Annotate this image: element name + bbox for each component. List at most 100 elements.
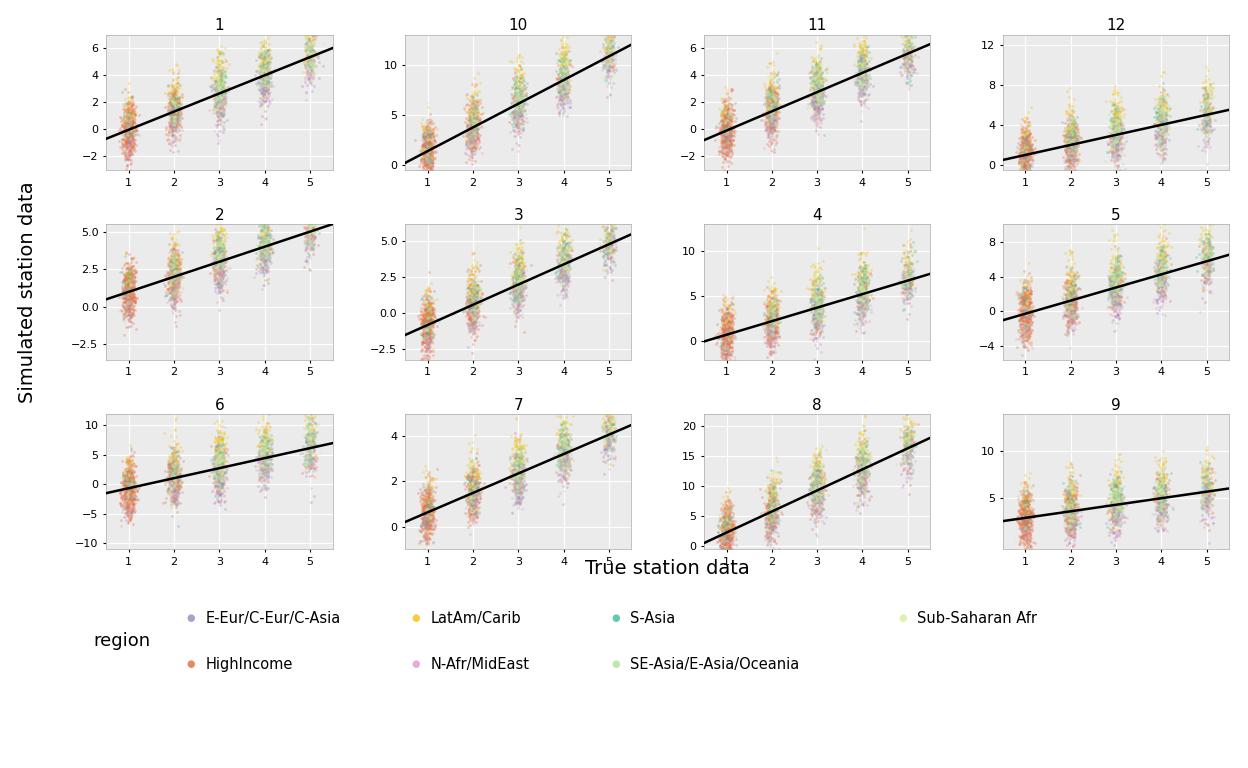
Point [554, 438, 574, 450]
Point [116, 270, 136, 282]
Point [211, 458, 231, 470]
Point [461, 487, 480, 499]
Point [1104, 118, 1124, 131]
Point [211, 94, 231, 107]
Point [599, 400, 619, 412]
Point [554, 445, 574, 457]
Point [121, 114, 141, 126]
Point [764, 93, 784, 105]
Point [163, 283, 183, 295]
Point [122, 310, 142, 322]
Point [1058, 184, 1078, 196]
Point [463, 293, 483, 306]
Point [1152, 507, 1172, 519]
Point [165, 479, 185, 492]
Point [852, 459, 872, 472]
Point [508, 492, 528, 504]
Point [215, 278, 235, 290]
Point [1065, 305, 1085, 317]
Point [507, 461, 527, 473]
Point [163, 110, 183, 122]
Point [1018, 140, 1038, 152]
Point [763, 482, 782, 495]
Point [1153, 115, 1173, 127]
Point [212, 227, 232, 240]
Point [418, 124, 438, 136]
Point [466, 134, 485, 146]
Point [421, 143, 441, 155]
Point [166, 499, 186, 511]
Point [758, 326, 778, 339]
Point [1013, 307, 1033, 319]
Point [256, 266, 276, 279]
Point [416, 302, 436, 314]
Point [1060, 263, 1080, 276]
Point [718, 107, 738, 119]
Point [557, 86, 577, 98]
Point [255, 433, 275, 445]
Point [509, 488, 529, 500]
Point [804, 307, 824, 319]
Point [1013, 283, 1033, 296]
Point [507, 469, 527, 482]
Point [508, 290, 528, 302]
Point [1066, 312, 1086, 324]
Point [111, 485, 131, 498]
Point [120, 482, 140, 495]
Point [765, 94, 785, 107]
Point [1017, 141, 1037, 153]
Point [1149, 111, 1169, 123]
Point [1103, 132, 1123, 144]
Point [802, 98, 822, 111]
Point [719, 136, 739, 148]
Point [894, 57, 914, 69]
Point [765, 100, 785, 112]
Point [300, 230, 319, 242]
Point [759, 330, 779, 343]
Point [414, 349, 434, 362]
Point [850, 251, 870, 263]
Point [802, 485, 822, 497]
Point [810, 485, 830, 497]
Point [554, 422, 574, 434]
Point [117, 488, 137, 501]
Point [462, 313, 482, 325]
Point [765, 517, 785, 529]
Point [161, 277, 181, 290]
Point [854, 460, 874, 472]
Point [1107, 484, 1127, 496]
Point [167, 100, 187, 112]
Point [416, 514, 436, 526]
Point [418, 134, 438, 147]
Point [116, 149, 136, 161]
Point [900, 3, 920, 15]
Point [810, 481, 830, 493]
Point [160, 286, 180, 298]
Point [1060, 124, 1080, 137]
Point [897, 476, 917, 488]
Point [710, 304, 730, 316]
Point [1015, 310, 1035, 323]
Point [167, 275, 187, 287]
Point [1153, 501, 1173, 513]
Point [124, 458, 144, 470]
Point [512, 101, 532, 114]
Point [718, 317, 738, 329]
Point [761, 101, 781, 113]
Point [894, 400, 914, 412]
Point [464, 293, 484, 305]
Point [852, 452, 872, 464]
Point [604, 46, 624, 58]
Point [459, 124, 479, 137]
Point [1198, 483, 1218, 495]
Point [1101, 499, 1121, 511]
Point [1109, 504, 1129, 516]
Point [896, 256, 916, 268]
Point [1156, 268, 1176, 280]
Point [1060, 139, 1080, 151]
Point [260, 250, 280, 263]
Point [419, 346, 439, 359]
Point [165, 462, 185, 474]
Point [718, 515, 738, 528]
Point [260, 43, 280, 55]
